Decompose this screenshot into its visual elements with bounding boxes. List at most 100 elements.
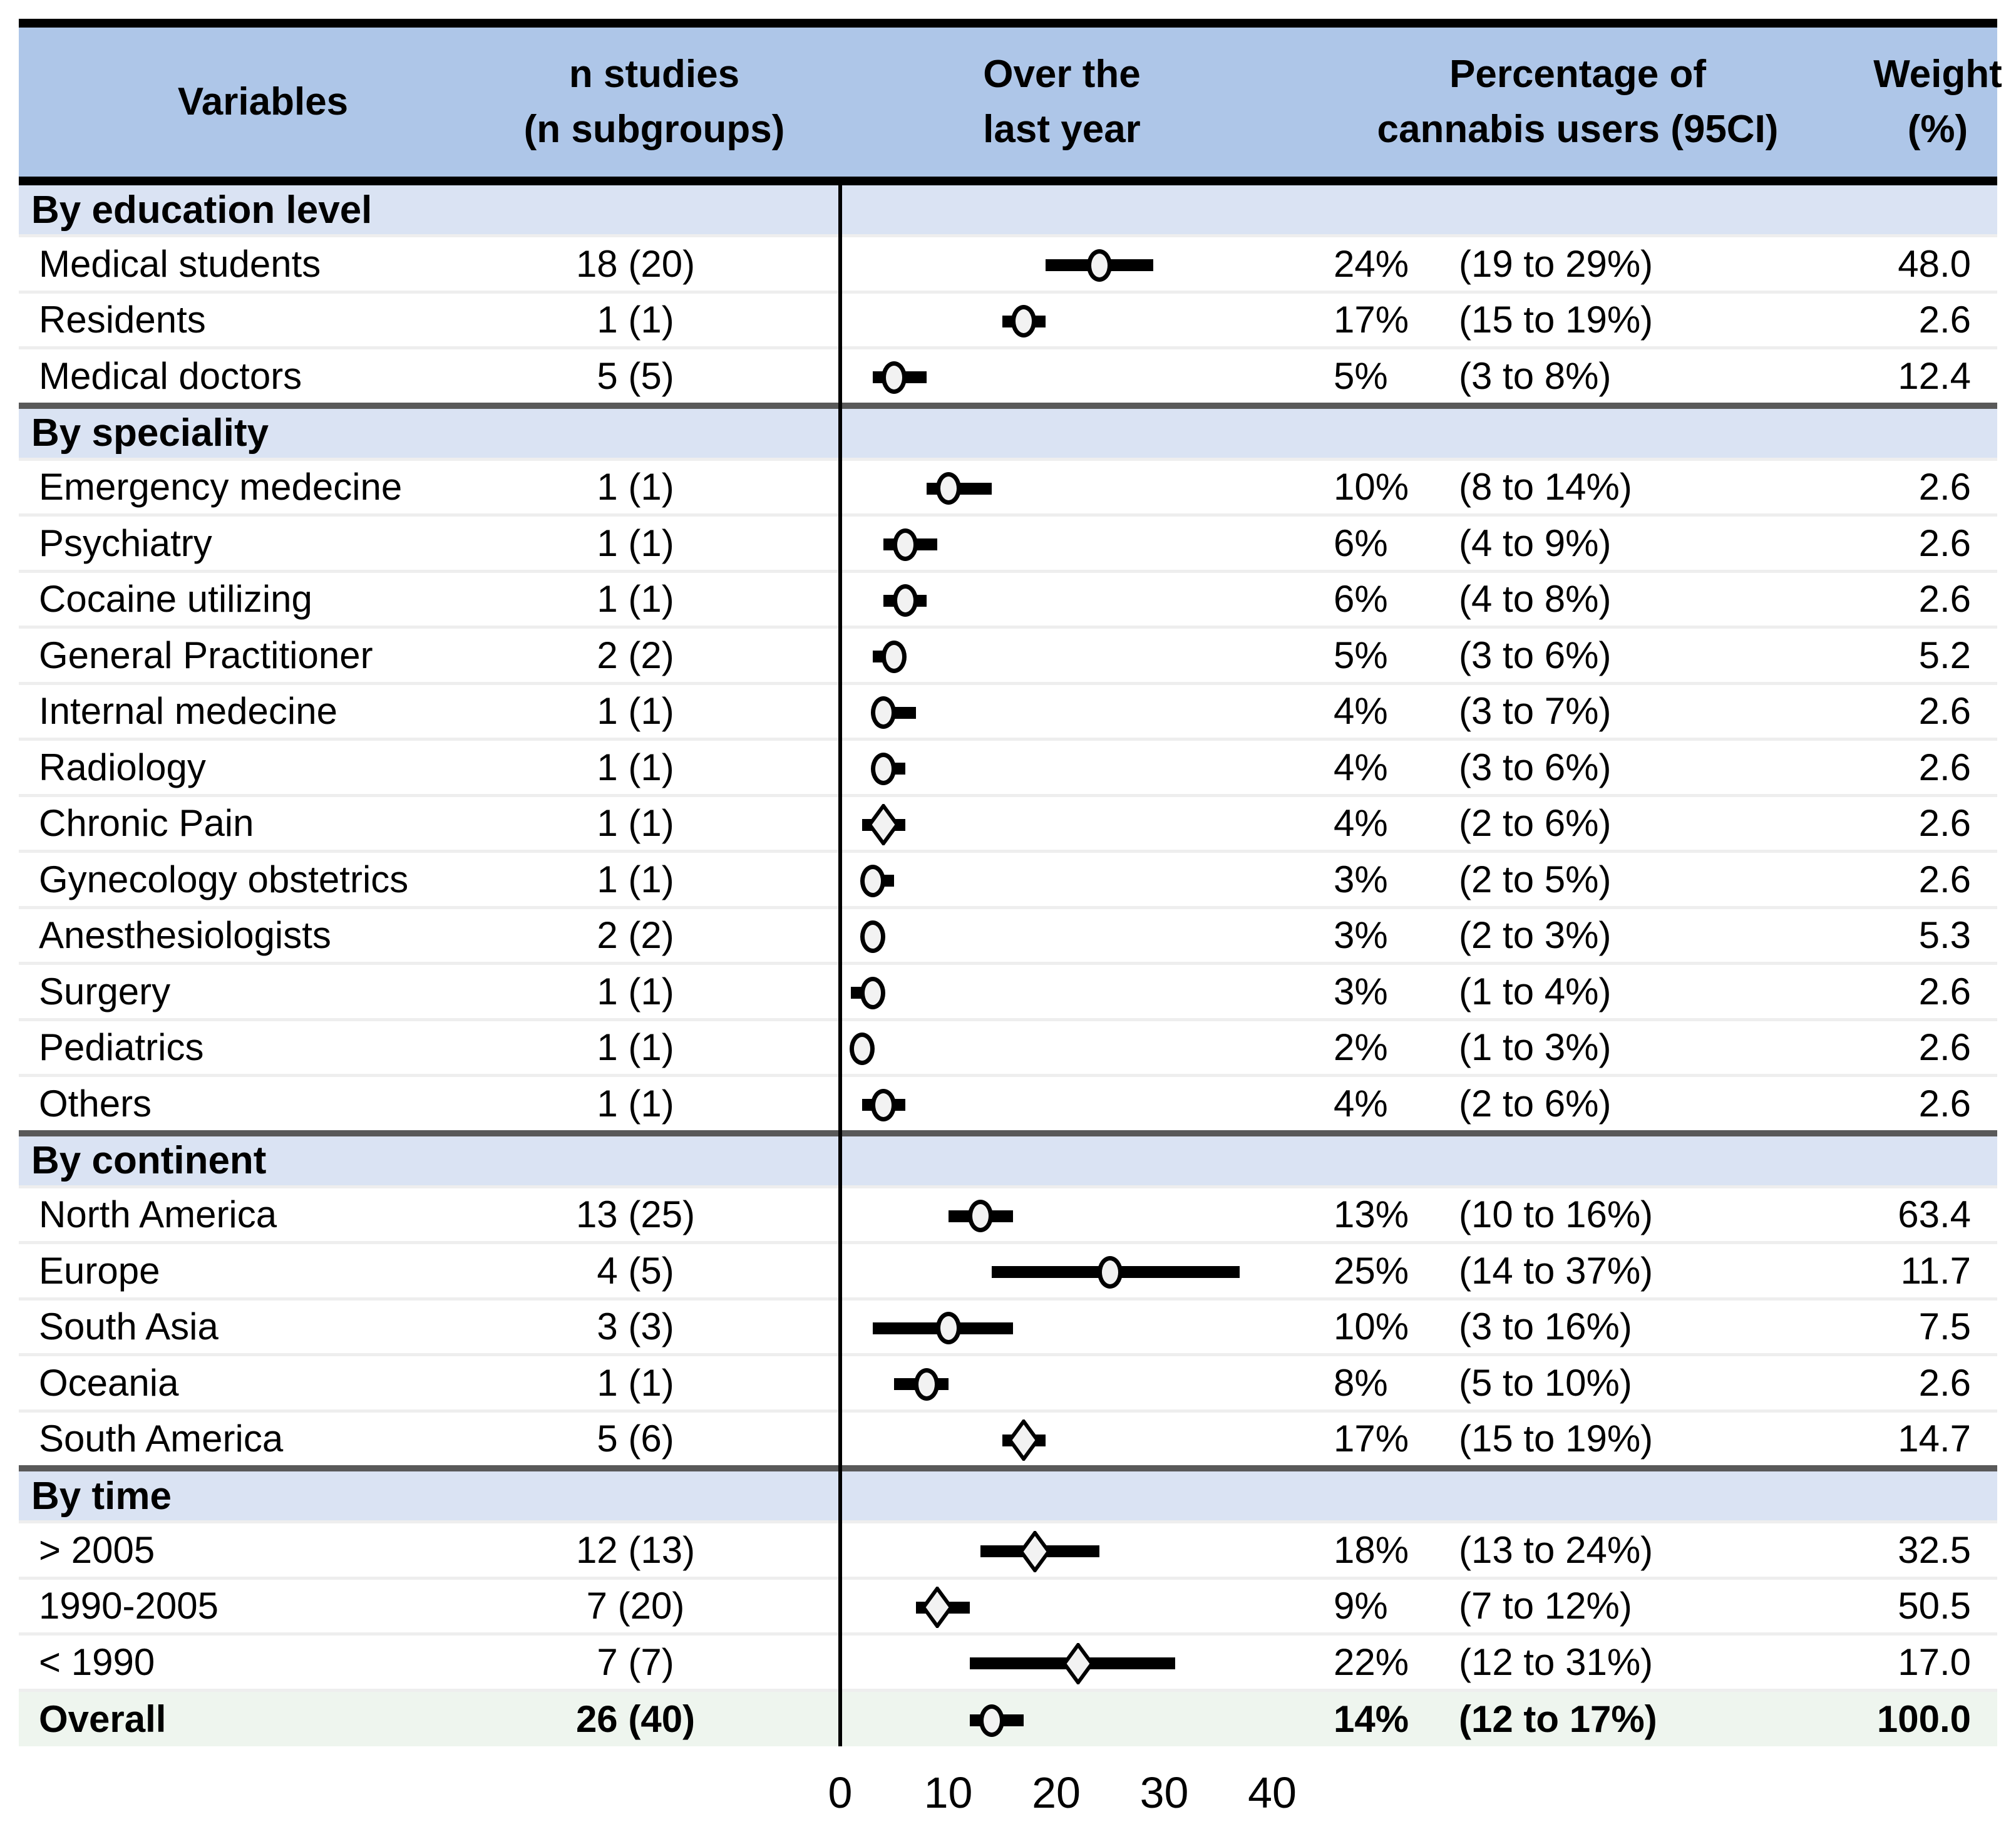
row-percentage: 22% bbox=[1334, 1641, 1409, 1683]
row-weight: 2.6 bbox=[1918, 746, 1971, 788]
table-row: Surgery 1 (1) 3% (1 to 4%) 2.6 bbox=[19, 962, 1997, 1018]
circle-marker bbox=[849, 1033, 875, 1066]
section-header: By continent bbox=[19, 1136, 1997, 1185]
row-label: 1990-2005 bbox=[39, 1585, 219, 1627]
circle-marker bbox=[914, 1368, 939, 1401]
table-row: South Asia 3 (3) 10% (3 to 16%) 7.5 bbox=[19, 1297, 1997, 1353]
row-weight: 2.6 bbox=[1918, 522, 1971, 564]
row-weight: 100.0 bbox=[1876, 1697, 1971, 1740]
row-ci: (4 to 9%) bbox=[1459, 522, 1612, 564]
row-ci: (2 to 3%) bbox=[1459, 914, 1612, 957]
row-n-studies: 1 (1) bbox=[597, 858, 674, 900]
row-n-studies: 18 (20) bbox=[575, 242, 696, 285]
row-weight: 17.0 bbox=[1898, 1641, 1971, 1683]
row-label: Residents bbox=[39, 299, 206, 341]
row-n-studies: 7 (20) bbox=[586, 1585, 685, 1627]
row-ci: (3 to 7%) bbox=[1459, 690, 1612, 733]
row-weight: 2.6 bbox=[1918, 1026, 1971, 1069]
row-n-studies: 1 (1) bbox=[597, 802, 674, 845]
row-label: Gynecology obstetrics bbox=[39, 858, 409, 900]
row-percentage: 4% bbox=[1334, 802, 1388, 845]
column-header-plot-line1: Over the bbox=[983, 53, 1141, 96]
section-divider bbox=[19, 1465, 1997, 1471]
row-label: Pediatrics bbox=[39, 1026, 204, 1069]
circle-marker bbox=[935, 1312, 961, 1345]
row-percentage: 5% bbox=[1334, 354, 1388, 397]
row-label: Internal medecine bbox=[39, 690, 337, 733]
row-percentage: 5% bbox=[1334, 634, 1388, 676]
row-percentage: 4% bbox=[1334, 1082, 1388, 1125]
table-row: North America 13 (25) 13% (10 to 16%) 63.4 bbox=[19, 1185, 1997, 1241]
row-n-studies: 7 (7) bbox=[597, 1641, 674, 1683]
row-label: General Practitioner bbox=[39, 634, 373, 676]
circle-marker bbox=[860, 920, 885, 954]
table-row: Cocaine utilizing 1 (1) 6% (4 to 8%) 2.6 bbox=[19, 569, 1997, 626]
row-percentage: 14% bbox=[1334, 1697, 1409, 1740]
row-n-studies: 1 (1) bbox=[597, 690, 674, 733]
circle-marker bbox=[892, 584, 918, 617]
axis-tick-label: 30 bbox=[1139, 1768, 1189, 1817]
row-label: Emergency medecine bbox=[39, 466, 403, 508]
circle-marker bbox=[871, 752, 896, 785]
column-header-percentage-line1: Percentage of bbox=[1449, 53, 1707, 96]
zero-axis-line bbox=[838, 185, 842, 1746]
circle-marker bbox=[882, 361, 907, 394]
row-ci: (14 to 37%) bbox=[1459, 1249, 1653, 1292]
row-label: Others bbox=[39, 1082, 152, 1125]
circle-marker bbox=[979, 1704, 1004, 1737]
row-label: South America bbox=[39, 1418, 284, 1460]
section-divider bbox=[19, 1130, 1997, 1136]
table-row: Psychiatry 1 (1) 6% (4 to 9%) 2.6 bbox=[19, 513, 1997, 570]
column-header-variables: Variables bbox=[56, 28, 470, 177]
row-weight: 2.6 bbox=[1918, 466, 1971, 508]
row-n-studies: 13 (25) bbox=[575, 1193, 696, 1236]
row-weight: 50.5 bbox=[1898, 1585, 1971, 1627]
table-row: Europe 4 (5) 25% (14 to 37%) 11.7 bbox=[19, 1241, 1997, 1297]
row-ci: (15 to 19%) bbox=[1459, 1418, 1653, 1460]
section-header-label: By education level bbox=[31, 188, 373, 232]
row-ci: (3 to 6%) bbox=[1459, 634, 1612, 676]
table-row: < 1990 7 (7) 22% (12 to 31%) 17.0 bbox=[19, 1632, 1997, 1689]
row-label: > 2005 bbox=[39, 1528, 155, 1571]
row-weight: 2.6 bbox=[1918, 858, 1971, 900]
row-label: Chronic Pain bbox=[39, 802, 254, 845]
column-header-percentage-line2: cannabis users (95CI) bbox=[1377, 108, 1779, 151]
row-percentage: 8% bbox=[1334, 1361, 1388, 1404]
row-ci: (19 to 29%) bbox=[1459, 242, 1653, 285]
column-header-n-studies-line2: (n subgroups) bbox=[523, 108, 785, 151]
row-ci: (3 to 6%) bbox=[1459, 746, 1612, 788]
row-label: Radiology bbox=[39, 746, 206, 788]
axis-tick-label: 10 bbox=[923, 1768, 973, 1817]
axis-tick-label: 40 bbox=[1248, 1768, 1297, 1817]
table-top-border bbox=[19, 19, 1997, 28]
table-row: Emergency medecine 1 (1) 10% (8 to 14%) 2.6 bbox=[19, 457, 1997, 513]
row-ci: (7 to 12%) bbox=[1459, 1585, 1632, 1627]
row-weight: 2.6 bbox=[1918, 578, 1971, 621]
row-n-studies: 1 (1) bbox=[597, 746, 674, 788]
row-label: Anesthesiologists bbox=[39, 914, 331, 957]
row-label: Overall bbox=[39, 1697, 167, 1740]
diamond-marker bbox=[1007, 1418, 1040, 1464]
row-label: Europe bbox=[39, 1249, 160, 1292]
circle-marker bbox=[1098, 1255, 1123, 1289]
row-percentage: 18% bbox=[1334, 1528, 1409, 1571]
row-weight: 2.6 bbox=[1918, 1082, 1971, 1125]
row-percentage: 10% bbox=[1334, 1306, 1409, 1348]
row-n-studies: 1 (1) bbox=[597, 1361, 674, 1404]
row-percentage: 3% bbox=[1334, 970, 1388, 1012]
row-ci: (2 to 6%) bbox=[1459, 1082, 1612, 1125]
row-ci: (15 to 19%) bbox=[1459, 299, 1653, 341]
diamond-marker bbox=[867, 803, 900, 848]
row-label: South Asia bbox=[39, 1306, 219, 1348]
row-label: North America bbox=[39, 1193, 277, 1236]
circle-marker bbox=[892, 528, 918, 561]
row-weight: 5.2 bbox=[1918, 634, 1971, 676]
row-n-studies: 1 (1) bbox=[597, 522, 674, 564]
circle-marker bbox=[1087, 249, 1112, 282]
row-n-studies: 5 (5) bbox=[597, 354, 674, 397]
row-label: Medical doctors bbox=[39, 354, 302, 397]
row-label: Oceania bbox=[39, 1361, 179, 1404]
table-row: South America 5 (6) 17% (15 to 19%) 14.7 bbox=[19, 1409, 1997, 1465]
column-header-plot-line2: last year bbox=[983, 108, 1141, 151]
row-label: Medical students bbox=[39, 242, 321, 285]
